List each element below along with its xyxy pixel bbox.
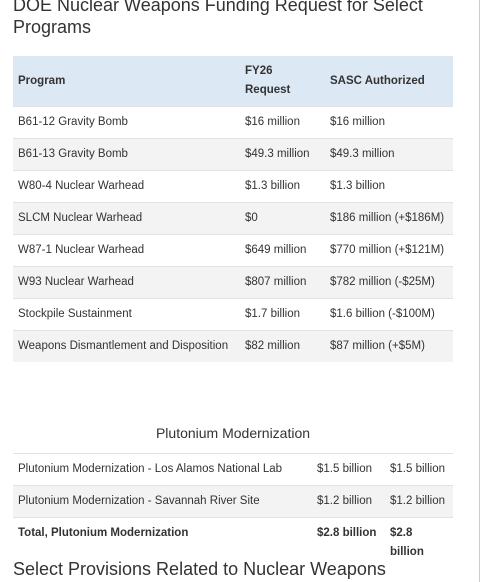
table-cell: $49.3 million <box>240 138 325 171</box>
table-cell: $16 million <box>240 106 325 139</box>
table-row: Weapons Dismantlement and Disposition $82… <box>13 330 453 362</box>
table-row: Plutonium Modernization - Los Alamos Nat… <box>13 453 453 486</box>
total-row: Total, Plutonium Modernization $2.8 billi… <box>13 517 453 568</box>
table-row: W80-4 Nuclear Warhead $1.3 billion $1.3 bi… <box>13 170 453 203</box>
table-cell: $1.7 billion <box>240 298 325 331</box>
table-cell: $782 million (-$25M) <box>325 266 453 299</box>
table-cell: Total, Plutonium Modernization <box>13 517 312 568</box>
table-row: B61-12 Gravity Bomb $16 million $16 millio… <box>13 106 453 139</box>
table-cell: Plutonium Modernization - Los Alamos Nat… <box>13 453 312 486</box>
column-header: SASC Authorized <box>325 56 453 107</box>
table-cell: W80-4 Nuclear Warhead <box>13 170 240 203</box>
table-cell: $1.6 billion (-$100M) <box>325 298 453 331</box>
table-cell: $82 million <box>240 330 325 362</box>
table-cell: $1.3 billion <box>240 170 325 203</box>
table-cell: $2.8 billion <box>385 517 453 568</box>
column-header: FY26 Request <box>240 56 325 107</box>
table-cell: $2.8 billion <box>312 517 385 568</box>
table-cell: SLCM Nuclear Warhead <box>13 202 240 235</box>
column-header: Program <box>13 56 240 107</box>
table-cell: W87-1 Nuclear Warhead <box>13 234 240 267</box>
scroll-edge <box>479 0 480 582</box>
page-title: DOE Nuclear Weapons Funding Request for … <box>13 0 423 37</box>
table-cell: Stockpile Sustainment <box>13 298 240 331</box>
plutonium-table: Plutonium Modernization - Los Alamos Nat… <box>13 453 453 568</box>
header-row: Program FY26 Request SASC Authorized <box>13 56 453 107</box>
table-caption: Plutonium Modernization <box>155 425 311 441</box>
table-row: W93 Nuclear Warhead $807 million $782 mill… <box>13 266 453 299</box>
table-row: SLCM Nuclear Warhead $0 $186 million (+$18… <box>13 202 453 235</box>
table-cell: $1.3 billion <box>325 170 453 203</box>
table-cell: Weapons Dismantlement and Disposition <box>13 330 240 362</box>
table-cell: $770 million (+$121M) <box>325 234 453 267</box>
table-cell: $1.5 billion <box>312 453 385 486</box>
table-row: B61-13 Gravity Bomb $49.3 million $49.3 mi… <box>13 138 453 171</box>
table-cell: $1.2 billion <box>385 485 453 518</box>
table-cell: $1.5 billion <box>385 453 453 486</box>
table-cell: $0 <box>240 202 325 235</box>
table-cell: B61-13 Gravity Bomb <box>13 138 240 171</box>
funding-table: Program FY26 Request SASC Authorized B61-1… <box>13 56 453 362</box>
table-row: Plutonium Modernization - Savannah River… <box>13 485 453 518</box>
table-row: Stockpile Sustainment $1.7 billion $1.6 bi… <box>13 298 453 331</box>
table-cell: W93 Nuclear Warhead <box>13 266 240 299</box>
table-cell: $16 million <box>325 106 453 139</box>
table-cell: $1.2 billion <box>312 485 385 518</box>
table-cell: $807 million <box>240 266 325 299</box>
table-row: W87-1 Nuclear Warhead $649 million $770 mi… <box>13 234 453 267</box>
table-cell: $649 million <box>240 234 325 267</box>
table-cell: $87 million (+$5M) <box>325 330 453 362</box>
table-cell: B61-12 Gravity Bomb <box>13 106 240 139</box>
table-cell: $49.3 million <box>325 138 453 171</box>
section-title: Select Provisions Related to Nuclear Wea… <box>13 559 386 579</box>
table-cell: Plutonium Modernization - Savannah River… <box>13 485 312 518</box>
table-cell: $186 million (+$186M) <box>325 202 453 235</box>
